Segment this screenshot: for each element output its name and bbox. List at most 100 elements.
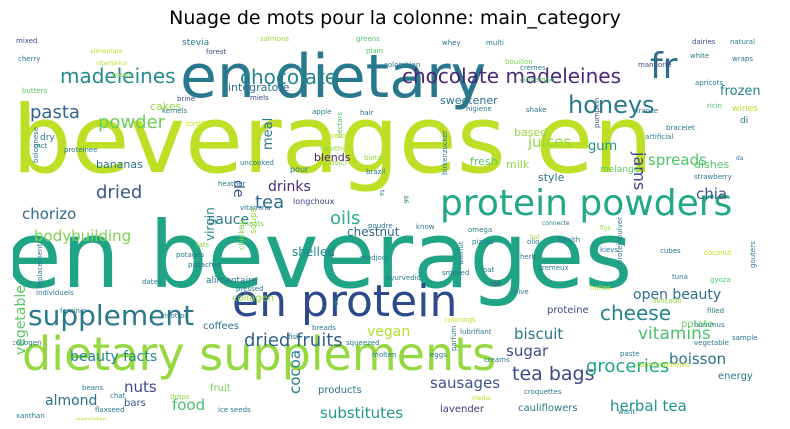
word-proteine: proteine xyxy=(547,305,589,316)
word-tortilla: tortilla xyxy=(186,120,209,128)
word-fish: fish xyxy=(288,333,301,341)
word-proteinpulver: proteinpulver xyxy=(616,217,624,264)
word-proteinee: proteinee xyxy=(64,146,98,154)
word-confectioneries: confectioneries xyxy=(636,361,690,369)
word-bouillon: bouillon xyxy=(505,58,533,66)
word-vegetable: vegetable xyxy=(13,285,29,355)
word-breads: breads xyxy=(312,324,336,332)
word-heather: heather xyxy=(218,180,246,188)
word-poudre: poudre xyxy=(368,222,393,230)
word-madeleines: madeleines xyxy=(60,64,176,88)
word-figs: figs xyxy=(600,225,611,232)
word-integratore: integratore xyxy=(228,81,290,94)
word-vegan: vegan xyxy=(367,324,410,340)
word-kernels: kernels xyxy=(162,107,188,115)
word-substitutes: substitutes xyxy=(320,404,403,420)
word-feminin: feminin xyxy=(60,307,86,315)
word-nuts: nuts xyxy=(124,378,157,396)
word-drops: drops xyxy=(170,393,190,401)
word-brine: brine xyxy=(177,95,195,103)
word-hot: hot xyxy=(530,234,540,241)
word-dishes: dishes xyxy=(694,158,730,171)
word-paste: paste xyxy=(620,350,639,358)
word-meats: meats xyxy=(242,220,264,228)
word-huiles: huiles xyxy=(590,284,611,292)
word-stevia: stevia xyxy=(182,38,209,48)
word-honeys: honeys xyxy=(568,91,655,119)
word-energy: energy xyxy=(718,371,753,382)
word-beverages-en: beverages en xyxy=(13,86,653,195)
word-coffees: coffees xyxy=(203,321,239,332)
word-bars: bars xyxy=(124,398,146,409)
word-pressed: pressed xyxy=(236,285,264,293)
word-butters: butters xyxy=(22,87,48,95)
word-chat: chat xyxy=(110,392,126,400)
word-cherry: cherry xyxy=(18,55,40,63)
word-en-beverages: en beverages xyxy=(13,202,632,309)
word-collagen: collagen xyxy=(232,293,274,304)
word-maultaschen: maultaschen xyxy=(24,112,32,157)
word-melange: melange xyxy=(600,165,640,175)
word-shelled: shelled xyxy=(292,245,335,259)
word-dolci: dolci xyxy=(330,159,347,167)
word-powder: powder xyxy=(98,112,166,133)
word-strawberry: strawberry xyxy=(694,173,732,181)
word-parfum: parfum xyxy=(450,325,458,351)
word-pour: pour xyxy=(290,165,309,174)
word-cremeux: cremeux xyxy=(538,264,569,272)
word-dry: dry xyxy=(40,133,55,143)
word-pistaches: pistaches xyxy=(188,261,222,269)
word-hair: hair xyxy=(360,109,374,117)
word-blends: blends xyxy=(314,151,351,164)
word-mixed: mixed xyxy=(16,37,37,45)
word-forest: forest xyxy=(206,48,226,56)
word-colombian: colombian xyxy=(384,61,420,69)
word-nectars: nectars xyxy=(336,111,344,138)
word-meal: meal xyxy=(261,118,276,150)
chart-title: Nuage de mots pour la colonne: main_cate… xyxy=(169,7,621,29)
word-apricots: apricots xyxy=(695,79,723,87)
word-alimentaire: alimentaire xyxy=(206,276,258,286)
word-en-protein: en protein xyxy=(232,276,457,327)
word-pizzas: pizzas xyxy=(472,238,494,246)
word-sugar: sugar xyxy=(506,342,549,360)
word-mandorle: mandorle xyxy=(638,61,671,69)
word-style: style xyxy=(538,171,565,184)
word-open-beauty: open beauty xyxy=(633,287,721,303)
word-lubrifiant: lubrifiant xyxy=(460,328,492,336)
word-groceries: groceries xyxy=(586,356,669,377)
word-spreads: spreads xyxy=(648,151,707,169)
word-oat: oat xyxy=(483,266,495,274)
word-de: de xyxy=(230,180,246,198)
word-herbal-tea: herbal tea xyxy=(610,397,687,415)
word-chia: chia xyxy=(696,185,727,203)
word-cubes: cubes xyxy=(660,247,681,255)
word-potages: potages xyxy=(176,251,205,259)
word-flaxseed: flaxseed xyxy=(95,406,125,414)
word-croquettes: croquettes xyxy=(524,388,562,396)
word-white: white xyxy=(690,52,709,60)
word-higiene: higiene xyxy=(466,105,492,113)
word-chestnut: chestnut xyxy=(347,225,400,239)
word-xanthan: xanthan xyxy=(16,412,45,420)
word-cocoa: cocoa xyxy=(286,350,304,394)
word-en-dietary: en dietary xyxy=(180,42,486,112)
word-whey: whey xyxy=(442,39,461,47)
word-based: based xyxy=(514,126,547,139)
word-bieta: bieta xyxy=(364,154,382,162)
word-walnut: walnut xyxy=(457,241,465,265)
word-dairies: dairies xyxy=(692,38,716,46)
word-potato: potato xyxy=(681,319,714,330)
word-pasta: pasta xyxy=(30,102,80,123)
word-greens: greens xyxy=(356,35,380,43)
word-know: know xyxy=(416,223,435,231)
word-tea-bags: tea bags xyxy=(512,363,595,385)
word-miels: miels xyxy=(250,94,269,102)
word-apple: apple xyxy=(312,108,331,116)
word-sample: sample xyxy=(732,334,757,342)
word-risottos: risottos xyxy=(162,312,189,320)
word-vitamins: vitamins xyxy=(638,324,711,344)
word-olive: olive xyxy=(512,288,529,296)
word-es: es xyxy=(331,297,340,306)
word-roll: roll xyxy=(490,280,501,288)
